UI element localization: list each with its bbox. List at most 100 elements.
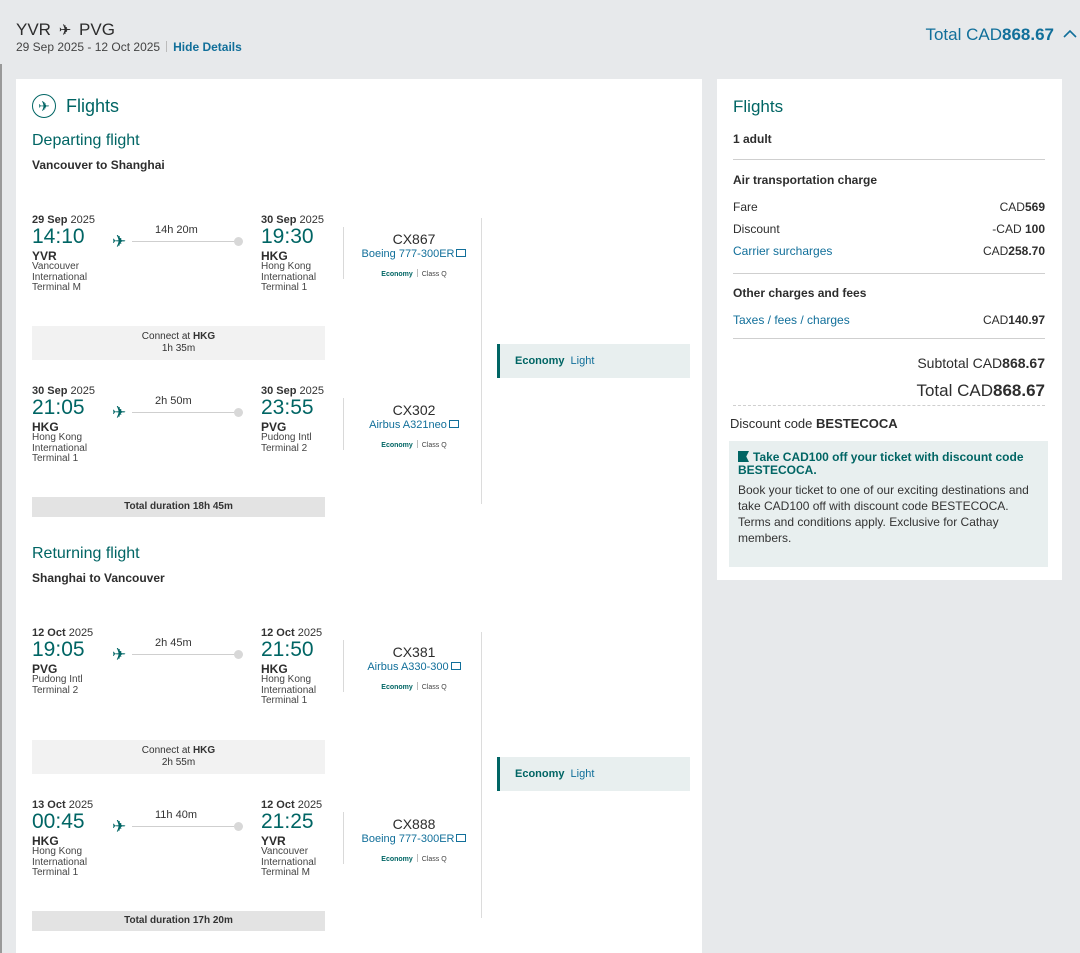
- flag-icon: [738, 451, 749, 462]
- departure-airport-name: Vancouver International Terminal M: [32, 261, 88, 293]
- promo-banner: Take CAD100 off your ticket with discoun…: [729, 441, 1048, 567]
- divider: [733, 159, 1045, 160]
- arrival-date: 30 Sep 2025: [261, 385, 325, 397]
- aircraft-link[interactable]: Airbus A321neo: [355, 419, 473, 431]
- timeline-dot: [234, 650, 243, 659]
- flight-number: CX302: [392, 402, 436, 418]
- destination-code: PVG: [79, 20, 115, 39]
- taxes-value: CAD140.97: [982, 313, 1045, 327]
- cabin-class: Economy Class Q: [381, 682, 447, 691]
- flight-duration: 2h 50m: [155, 395, 192, 407]
- departure-time: 19:05: [32, 638, 85, 661]
- discount-row: Discount -CAD 100: [733, 222, 1045, 236]
- taxes-row: Taxes / fees / charges CAD140.97: [733, 313, 1045, 327]
- flight-segment: 12 Oct 2025 19:05 PVG Pudong Intl Termin…: [32, 627, 472, 727]
- connection-info: Connect at HKG 1h 35m: [32, 326, 325, 360]
- departure-time: 21:05: [32, 396, 85, 419]
- total-duration: Total duration 18h 45m: [32, 497, 325, 517]
- passenger-count: 1 adult: [733, 132, 772, 146]
- flight-segment: 13 Oct 2025 00:45 HKG Hong Kong Internat…: [32, 799, 472, 899]
- divider: [343, 812, 344, 864]
- timeline-line: [132, 826, 238, 827]
- connection-time: 1h 35m: [161, 343, 196, 354]
- carrier-surcharges-link[interactable]: Carrier surcharges: [733, 244, 833, 258]
- cabin-class: Economy Class Q: [381, 269, 447, 278]
- cabin-class: Economy Class Q: [381, 440, 447, 449]
- header-total-prefix: Total CAD: [925, 25, 1002, 44]
- divider: [166, 41, 168, 52]
- departure-airport-name: Hong Kong International Terminal 1: [32, 432, 88, 464]
- fare-family-badge: Economy Light: [497, 344, 690, 378]
- cabin-class: Economy Class Q: [381, 854, 447, 863]
- grand-total: Total CAD868.67: [916, 381, 1045, 400]
- trip-route: YVR ✈ PVG: [16, 20, 115, 40]
- fare-label: Fare: [733, 200, 758, 214]
- plane-icon: ✈: [58, 22, 72, 39]
- hide-details-link[interactable]: Hide Details: [173, 40, 242, 54]
- flight-segment: 30 Sep 2025 21:05 HKG Hong Kong Internat…: [32, 385, 472, 485]
- plane-icon: ✈: [112, 403, 127, 422]
- departure-time: 00:45: [32, 810, 85, 833]
- taxes-link[interactable]: Taxes / fees / charges: [733, 313, 850, 327]
- departure-airport-name: Pudong Intl Terminal 2: [32, 674, 83, 696]
- external-link-icon: [450, 662, 461, 670]
- surcharge-row: Carrier surcharges CAD258.70: [733, 244, 1045, 258]
- connection-time: 2h 55m: [161, 757, 196, 768]
- air-transport-heading: Air transportation charge: [733, 173, 878, 187]
- connection-info: Connect at HKG 2h 55m: [32, 740, 325, 774]
- discount-value: -CAD 100: [992, 222, 1045, 236]
- external-link-icon: [448, 420, 459, 428]
- divider: [343, 227, 344, 279]
- divider: [733, 405, 1045, 406]
- chevron-up-icon[interactable]: [1062, 26, 1078, 42]
- flight-duration: 11h 40m: [155, 809, 197, 821]
- trip-header: YVR ✈ PVG 29 Sep 2025 - 12 Oct 2025 Hide …: [0, 8, 1080, 64]
- trip-date-range: 29 Sep 2025 - 12 Oct 2025: [16, 40, 161, 54]
- arrival-date: 12 Oct 2025: [261, 799, 323, 811]
- total-duration: Total duration 17h 20m: [32, 911, 325, 931]
- fare-family-badge: Economy Light: [497, 757, 690, 791]
- timeline-dot: [234, 408, 243, 417]
- discount-label: Discount: [733, 222, 780, 236]
- promo-title: Take CAD100 off your ticket with discoun…: [738, 450, 1024, 477]
- arrival-date: 12 Oct 2025: [261, 627, 323, 639]
- timeline-line: [132, 654, 238, 655]
- flight-details-card: ✈ Flights Departing flight Vancouver to …: [16, 79, 702, 953]
- departure-airport-code: HKG: [32, 420, 59, 434]
- flight-duration: 14h 20m: [155, 224, 198, 236]
- arrival-airport-name: Vancouver International Terminal M: [261, 846, 317, 878]
- departure-airport-code: HKG: [32, 834, 59, 848]
- external-link-icon: [456, 249, 467, 257]
- flight-number: CX888: [392, 816, 436, 832]
- timeline-dot: [234, 237, 243, 246]
- flight-number: CX867: [392, 231, 436, 247]
- departure-date: 13 Oct 2025: [32, 799, 94, 811]
- header-total-amount: 868.67: [1002, 25, 1054, 44]
- header-total-price[interactable]: Total CAD868.67: [925, 25, 1054, 45]
- departure-airport-name: Hong Kong International Terminal 1: [32, 846, 88, 878]
- other-charges-heading: Other charges and fees: [733, 286, 867, 300]
- divider: [481, 218, 482, 504]
- plane-icon: ✈: [112, 232, 127, 251]
- divider: [733, 338, 1045, 339]
- departure-time: 14:10: [32, 225, 85, 248]
- arrival-time: 19:30: [261, 225, 314, 248]
- divider: [481, 632, 482, 918]
- promo-body: Book your ticket to one of our exciting …: [738, 483, 1029, 545]
- arrival-time: 21:25: [261, 810, 314, 833]
- aircraft-link[interactable]: Airbus A330-300: [355, 661, 473, 673]
- price-summary-card: Flights 1 adult Air transportation charg…: [717, 79, 1062, 580]
- departing-flight-subtitle: Vancouver to Shanghai: [32, 158, 165, 172]
- arrival-airport-name: Hong Kong International Terminal 1: [261, 261, 317, 293]
- arrival-airport-code: HKG: [261, 249, 288, 263]
- timeline-dot: [234, 822, 243, 831]
- arrival-airport-code: HKG: [261, 662, 288, 676]
- divider: [343, 640, 344, 692]
- arrival-airport-name: Hong Kong International Terminal 1: [261, 674, 317, 706]
- aircraft-link[interactable]: Boeing 777-300ER: [355, 248, 473, 260]
- aircraft-link[interactable]: Boeing 777-300ER: [355, 833, 473, 845]
- arrival-date: 30 Sep 2025: [261, 214, 325, 226]
- flights-heading: ✈ Flights: [32, 93, 119, 119]
- divider: [343, 398, 344, 450]
- origin-code: YVR: [16, 20, 51, 39]
